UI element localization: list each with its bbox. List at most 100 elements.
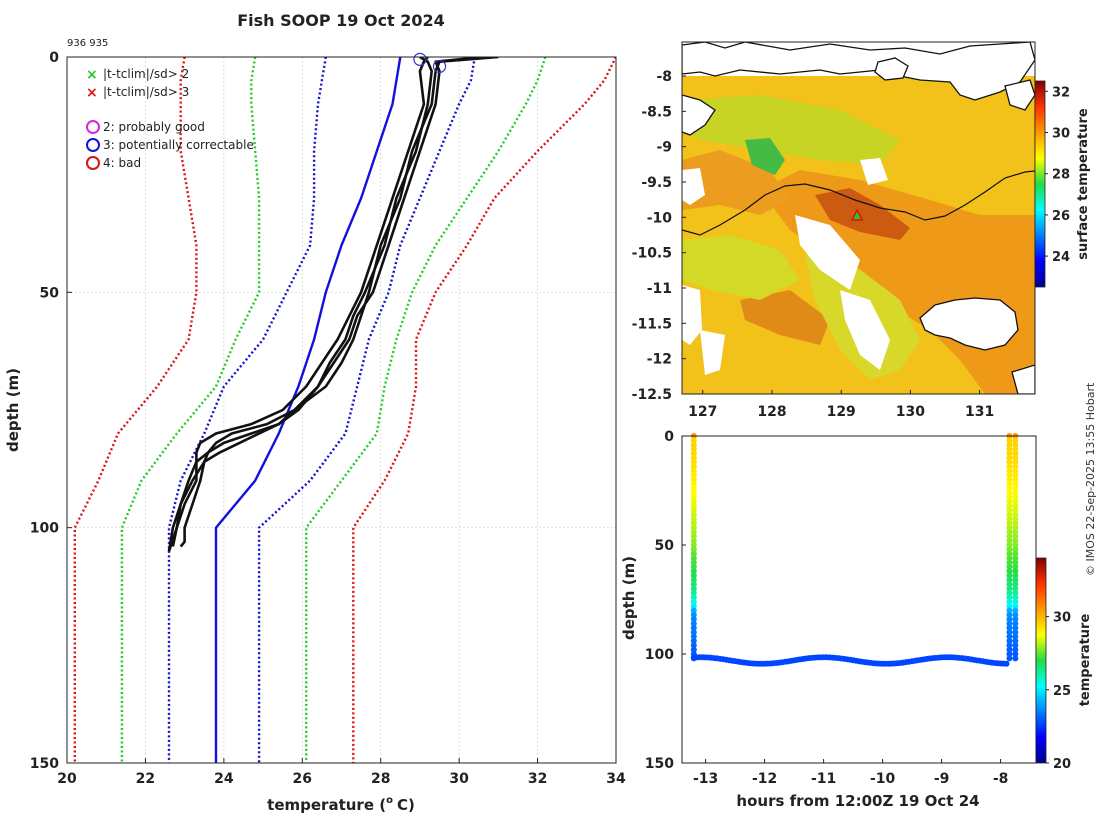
cloud-gap-6	[700, 330, 725, 375]
ascent-point	[1006, 642, 1013, 649]
map-y-tick-label: -12	[647, 352, 672, 368]
ascent-point	[1006, 655, 1013, 662]
timeseries-ticks: -13 -12 -11 -10 -9 -8 0 50 100 150	[645, 429, 1009, 787]
profile-y-ticks: 0 50 100 150	[30, 50, 72, 772]
map-panel: 127 128 129 130 131 -8 -8.5 -9 -9.5 -10 -10.5 -11 -1…	[632, 41, 1091, 420]
ascent-point	[1006, 480, 1013, 487]
ascent-point	[1006, 616, 1013, 623]
ascent-point	[1006, 542, 1013, 548]
ascent-point	[1012, 629, 1019, 636]
land-melville	[919, 297, 1019, 351]
ascent-point	[1012, 572, 1019, 579]
ascent-point	[1012, 611, 1019, 618]
ascent-point	[1006, 589, 1013, 596]
descent-point	[690, 459, 697, 466]
sst-colorbar-tick-label: 28	[1052, 168, 1070, 183]
ascent-point	[1012, 472, 1019, 479]
legend-flag3-marker: ×	[86, 85, 98, 101]
ascent-point	[1006, 437, 1013, 444]
sst-warm-core	[815, 188, 910, 240]
timeseries-plot-area	[682, 436, 1036, 763]
ts-y-tick-label: 0	[664, 429, 674, 445]
temperature-profiles	[167, 57, 499, 552]
legend-flag2-label: |t-tclim|/sd> 2	[103, 67, 189, 81]
map-ticks: 127 128 129 130 131 -8 -8.5 -9 -9.5 -10 -10.5 -11 -1…	[632, 69, 995, 420]
map-x-tick-label: 130	[896, 404, 925, 420]
descent-point	[690, 441, 697, 448]
qc-marker-1	[413, 52, 427, 66]
map-y-tick-label: -11	[647, 281, 672, 297]
descent-point	[690, 515, 697, 522]
x-tick-label: 26	[293, 771, 312, 787]
ascent-point	[1012, 441, 1019, 448]
transect-point	[1003, 660, 1010, 667]
ascent-point	[1012, 651, 1019, 657]
climatology-lines	[73, 57, 616, 763]
descent-point	[690, 594, 697, 601]
map-y-tick-label: -10	[647, 210, 673, 226]
ascent-point	[1012, 598, 1019, 605]
map-x-tick-label: 131	[965, 404, 994, 420]
ascent-point	[1012, 446, 1019, 453]
ascent-point	[1012, 624, 1019, 631]
x-tick-label: 30	[449, 771, 469, 787]
ascent-point	[1006, 498, 1013, 505]
ascent-point	[1006, 611, 1013, 618]
descent-point	[690, 589, 697, 596]
ascent-point	[1006, 624, 1013, 631]
descent-point	[690, 533, 697, 540]
descent-point	[690, 611, 697, 618]
clim-sd3-lower-line	[120, 57, 261, 763]
descent-point	[690, 550, 697, 557]
profile-y-axis-label: depth (m)	[4, 368, 22, 452]
descent-point	[690, 507, 697, 514]
ascent-point	[1006, 494, 1013, 501]
y-tick-label: 0	[49, 50, 59, 66]
ascent-point	[1012, 528, 1019, 535]
profile-frame	[66, 56, 617, 764]
ascent-point	[1006, 581, 1013, 588]
map-x-tick-label: 128	[757, 404, 786, 420]
profile-line-3	[167, 57, 429, 552]
ts-x-tick-label: -8	[993, 771, 1009, 787]
ts-x-tick-label: -13	[693, 771, 718, 787]
ascent-point	[1012, 502, 1019, 509]
map-x-tick-label: 129	[827, 404, 856, 420]
ascent-point	[1006, 603, 1013, 610]
ascent-point	[1006, 533, 1013, 540]
map-y-tick-label: -12.5	[632, 387, 672, 403]
ascent-point	[1006, 646, 1013, 653]
clim-sd3-upper-line	[305, 57, 547, 763]
profile-legend: × |t-tclim|/sd> 2 × |t-tclim|/sd> 3 2: p…	[86, 67, 254, 170]
ascent-point	[1006, 463, 1013, 470]
land-timor-north	[682, 42, 1035, 101]
ts-y-tick-label: 50	[655, 538, 675, 554]
ascent-point	[1006, 537, 1013, 544]
ascent-point	[1006, 651, 1013, 657]
temperature-colorbar-tick-label: 20	[1053, 757, 1071, 772]
descent-point	[690, 494, 697, 501]
ascent-point	[1012, 563, 1019, 570]
descent-point	[690, 633, 697, 640]
cloud-gap-5	[860, 158, 888, 185]
ascent-point	[1012, 581, 1019, 588]
ascent-point	[1006, 515, 1013, 522]
y-tick-label: 50	[40, 285, 60, 301]
timeseries-x-axis-label: hours from 12:00Z 19 Oct 24	[736, 792, 979, 810]
descent-point	[690, 629, 697, 636]
station-triangle	[850, 208, 864, 221]
ascent-point	[1012, 507, 1019, 514]
ascent-point	[1012, 646, 1019, 653]
descent-point	[690, 603, 697, 610]
shelf-contour	[682, 170, 1035, 236]
clim-mean-line	[214, 57, 402, 763]
descent-point	[690, 437, 697, 444]
legend-flag2-marker: ×	[86, 67, 98, 83]
descent-point	[690, 511, 697, 518]
ascent-point	[1012, 459, 1019, 466]
cloud-gap-2	[840, 290, 890, 370]
ascent-point	[1006, 520, 1013, 527]
ascent-point	[1006, 572, 1013, 579]
ts-x-tick-label: -11	[811, 771, 836, 787]
